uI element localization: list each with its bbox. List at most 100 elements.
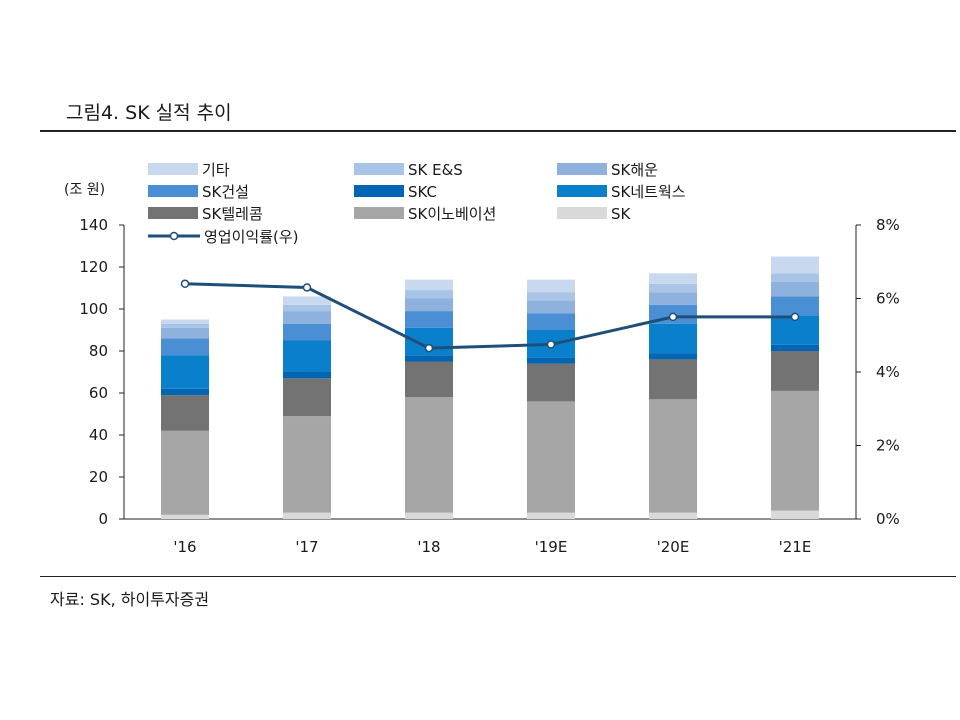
legend-label: 기타: [202, 161, 230, 179]
bar-segment: [161, 319, 209, 324]
legend-label: SKC: [408, 183, 437, 201]
y-tick-label: 120: [79, 258, 108, 276]
legend-label: SK텔레콤: [202, 205, 263, 223]
chart-bars: [161, 256, 819, 519]
bar-segment: [649, 292, 697, 305]
bar-segment: [771, 390, 819, 511]
bar-segment: [771, 273, 819, 282]
bar-segment: [527, 279, 575, 293]
bar-segment: [649, 359, 697, 400]
bar-segment: [405, 279, 453, 291]
bar-segment: [283, 372, 331, 379]
line-point: [424, 343, 434, 353]
figure-title: 그림4. SK 실적 추이: [66, 102, 232, 124]
bar-segment: [527, 357, 575, 364]
bar-segment: [161, 430, 209, 515]
y-tick-label: 0: [98, 510, 108, 528]
y-tick-label: 60: [89, 384, 108, 402]
bar-segment: [771, 256, 819, 274]
legend-swatch: [148, 207, 198, 219]
bar-segment: [527, 363, 575, 402]
bar-segment: [405, 512, 453, 519]
chart-legend: 기타 SK E&S SK해운 SK건설 SKC SK네트웍스 SK텔레콤 SK이노베이션 SK 영…: [148, 161, 686, 246]
bar-segment: [283, 416, 331, 513]
bar-segment: [771, 344, 819, 351]
bar-segment: [405, 298, 453, 312]
legend-label: SK: [611, 205, 632, 223]
y2-tick-label: 8%: [876, 216, 900, 234]
bar-segment: [405, 355, 453, 362]
x-tick-label: '17: [295, 538, 318, 556]
bar-segment: [283, 323, 331, 341]
bar-segment: [283, 304, 331, 312]
legend-label: SK건설: [202, 183, 249, 201]
legend-swatch: [148, 163, 198, 175]
bar-segment: [283, 311, 331, 324]
bar-segment: [649, 273, 697, 284]
bar-segment: [771, 510, 819, 519]
bar-segment: [527, 300, 575, 314]
legend-swatch: [557, 185, 607, 197]
bar-segment: [161, 338, 209, 356]
source-note: 자료: SK, 하이투자증권: [50, 590, 210, 609]
legend-swatch: [354, 207, 404, 219]
bar-segment: [527, 292, 575, 301]
bar-segment: [649, 399, 697, 513]
legend-label: SK이노베이션: [408, 205, 496, 223]
bar-segment: [649, 283, 697, 293]
y-axis-unit-label: (조 원): [64, 182, 105, 198]
legend-label: SK E&S: [408, 161, 463, 179]
line-path: [184, 282, 795, 350]
line-point: [668, 312, 678, 322]
bar-segment: [283, 340, 331, 372]
y-tick-label: 80: [89, 342, 108, 360]
bar-segment: [161, 514, 209, 519]
bar-segment: [405, 397, 453, 513]
title-rule: [40, 130, 956, 132]
bar-segment: [405, 290, 453, 299]
y2-tick-label: 6%: [876, 290, 900, 308]
bar-segment: [527, 313, 575, 330]
bar-segment: [161, 327, 209, 339]
line-point: [302, 283, 312, 292]
bar-segment: [283, 512, 331, 519]
legend-swatch: [148, 185, 198, 197]
bar-segment: [161, 323, 209, 328]
legend-label: SK네트웍스: [611, 183, 686, 201]
line-point: [546, 340, 556, 349]
legend-swatch: [354, 163, 404, 175]
line-point: [790, 312, 800, 322]
bar-segment: [283, 296, 331, 305]
x-tick-label: '20E: [657, 538, 690, 556]
legend-label: SK해운: [611, 161, 658, 179]
y-tick-label: 140: [79, 216, 108, 234]
legend-swatch: [557, 163, 607, 175]
bar-segment: [405, 361, 453, 398]
margin-line: [180, 279, 800, 353]
x-tick-label: '19E: [535, 538, 568, 556]
legend-label: 영업이익률(우): [204, 228, 299, 246]
bar-segment: [649, 323, 697, 354]
y-tick-label: 100: [79, 300, 108, 318]
bar-segment: [771, 281, 819, 297]
bar-segment: [161, 388, 209, 396]
bar-segment: [649, 353, 697, 360]
bar-segment: [771, 351, 819, 391]
line-point: [180, 279, 190, 289]
legend-swatch: [354, 185, 404, 197]
y2-tick-label: 4%: [876, 363, 900, 381]
legend-line-marker: [169, 231, 179, 241]
source-rule: [40, 576, 956, 577]
x-tick-label: '21E: [779, 538, 812, 556]
bar-segment: [527, 401, 575, 513]
legend-swatch: [557, 207, 607, 219]
bar-segment: [527, 512, 575, 519]
y-tick-label: 40: [89, 426, 108, 444]
bar-segment: [405, 311, 453, 328]
y2-tick-label: 0%: [876, 510, 900, 528]
bar-segment: [161, 395, 209, 431]
chart-axes: 0 20 40 60 80 100 120 140 0% 2% 4% 6% 8% '16 '17 '18 '19…: [79, 216, 899, 556]
y-tick-label: 20: [89, 468, 108, 486]
bar-segment: [771, 296, 819, 316]
